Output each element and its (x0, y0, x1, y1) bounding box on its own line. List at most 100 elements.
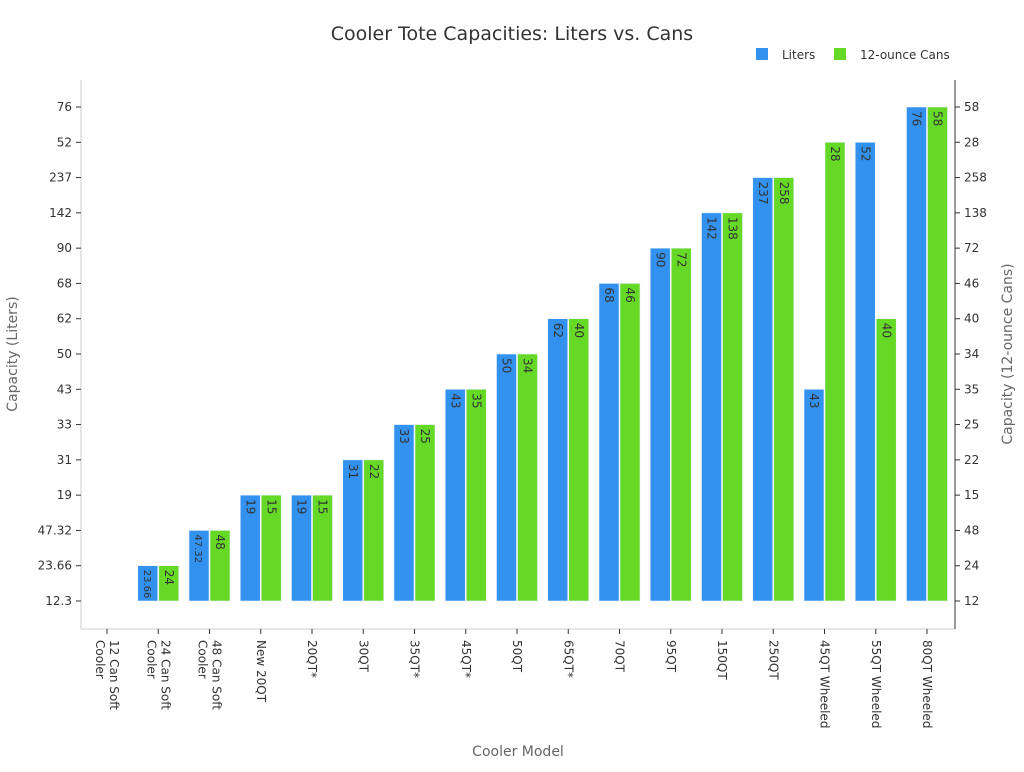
bar-cans (260, 494, 282, 602)
x-tick-label: 48 Can SoftCooler (196, 640, 224, 710)
bar-value-label: 33 (397, 429, 411, 444)
bar-cans (619, 283, 641, 602)
bar-liters (393, 424, 415, 602)
bar-cans (363, 459, 385, 602)
y2-tick-label: 46 (964, 276, 979, 290)
x-tick-label: 35QT* (408, 640, 422, 678)
bar-cans (927, 106, 948, 602)
bar-value-label: 52 (858, 146, 872, 161)
bar-cans (158, 565, 180, 602)
x-tick-label: 50QT (510, 640, 524, 673)
y2-tick-label: 40 (964, 312, 979, 326)
y2-tick-label: 138 (964, 206, 987, 220)
bar-liters (444, 388, 466, 602)
bar-value-label: 15 (264, 499, 278, 514)
bar-value-label: 138 (726, 217, 740, 240)
bar-value-label: 43 (448, 393, 462, 408)
bar-cans (209, 530, 231, 602)
y2-tick-label: 72 (964, 241, 979, 255)
bar-cans (875, 318, 897, 602)
x-tick-label: 20QT* (305, 640, 319, 678)
bar-value-label: 40 (879, 323, 893, 338)
y2-tick-label: 24 (964, 559, 979, 573)
bar-liters (291, 494, 312, 602)
x-tick-label: 45QT Wheeled (818, 640, 832, 728)
y2-tick-label: 15 (964, 488, 979, 502)
y2-tick-label: 48 (964, 523, 979, 537)
bar-cans (773, 177, 795, 602)
bar-cans (722, 212, 743, 602)
y-tick-label: 62 (57, 312, 72, 326)
bar-liters (496, 353, 517, 602)
x-tick-label: 55QT Wheeled (869, 640, 883, 728)
bar-value-label: 43 (807, 393, 821, 408)
bar-value-label: 34 (521, 358, 535, 373)
x-tick-label: 250QT (766, 640, 780, 680)
y-tick-label: 237 (49, 171, 72, 185)
bar-value-label: 23.66 (141, 570, 152, 599)
bar-liters (342, 459, 364, 602)
bar-value-label: 22 (367, 464, 381, 479)
y2-tick-label: 35 (964, 382, 979, 396)
bar-cans (312, 494, 333, 602)
legend-swatch-liters (756, 48, 768, 60)
x-tick-label: New 20QT (254, 640, 268, 703)
bar-liters (752, 177, 774, 602)
y-tick-label: 47.32 (38, 523, 72, 537)
bar-value-label: 25 (418, 429, 432, 444)
y2-tick-label: 25 (964, 418, 979, 432)
y-tick-label: 52 (57, 135, 72, 149)
bar-value-label: 28 (828, 146, 842, 161)
bar-value-label: 62 (551, 323, 565, 338)
legend-label-cans: 12-ounce Cans (860, 48, 950, 62)
bar-value-label: 50 (500, 358, 514, 373)
y-tick-label: 31 (57, 453, 72, 467)
x-tick-label: 150QT (715, 640, 729, 680)
bar-liters (906, 106, 927, 602)
bar-cans (517, 353, 538, 602)
bar-liters (239, 494, 261, 602)
bar-value-label: 68 (602, 287, 616, 302)
y-tick-label: 50 (57, 347, 72, 361)
bar-liters (854, 141, 876, 602)
bar-liters (803, 388, 825, 602)
y2-tick-label: 22 (964, 453, 979, 467)
bar-value-label: 19 (295, 499, 309, 514)
bar-liters (547, 318, 569, 602)
y2-tick-label: 58 (964, 100, 979, 114)
bar-cans (568, 318, 590, 602)
bar-value-label: 90 (653, 252, 667, 267)
y2-tick-label: 12 (964, 594, 979, 608)
y-tick-label: 68 (57, 276, 72, 290)
y2-axis-label: Capacity (12-ounce Cans) (1000, 263, 1016, 444)
legend-swatch-cans (834, 48, 846, 60)
bar-liters (188, 530, 210, 602)
bar-cans (824, 141, 846, 602)
bar-value-label: 58 (931, 111, 945, 126)
bar-liters (598, 283, 620, 602)
bar-value-label: 72 (674, 252, 688, 267)
y-tick-label: 142 (49, 206, 72, 220)
y2-tick-label: 258 (964, 171, 987, 185)
y-tick-label: 23.66 (38, 559, 72, 573)
y2-tick-label: 34 (964, 347, 979, 361)
x-tick-label: 65QT* (561, 640, 575, 678)
bar-cans (670, 247, 692, 602)
bar-value-label: 47.32 (192, 534, 203, 563)
y-tick-label: 76 (57, 100, 72, 114)
bar-value-label: 40 (572, 323, 586, 338)
bar-cans (414, 424, 436, 602)
bar-liters (701, 212, 722, 602)
bar-value-label: 15 (316, 499, 330, 514)
y-tick-label: 12.3 (45, 594, 72, 608)
legend: Liters 12-ounce Cans (756, 48, 950, 62)
bar-liters (137, 565, 159, 602)
bar-value-label: 76 (910, 111, 924, 126)
bar-value-label: 31 (346, 464, 360, 479)
chart-title: Cooler Tote Capacities: Liters vs. Cans (331, 23, 693, 45)
x-tick-label: 45QT* (459, 640, 473, 678)
x-tick-label: 80QT Wheeled (920, 640, 934, 728)
bar-value-label: 142 (705, 217, 719, 240)
x-tick-label: 12 Can SoftCooler (93, 640, 121, 710)
